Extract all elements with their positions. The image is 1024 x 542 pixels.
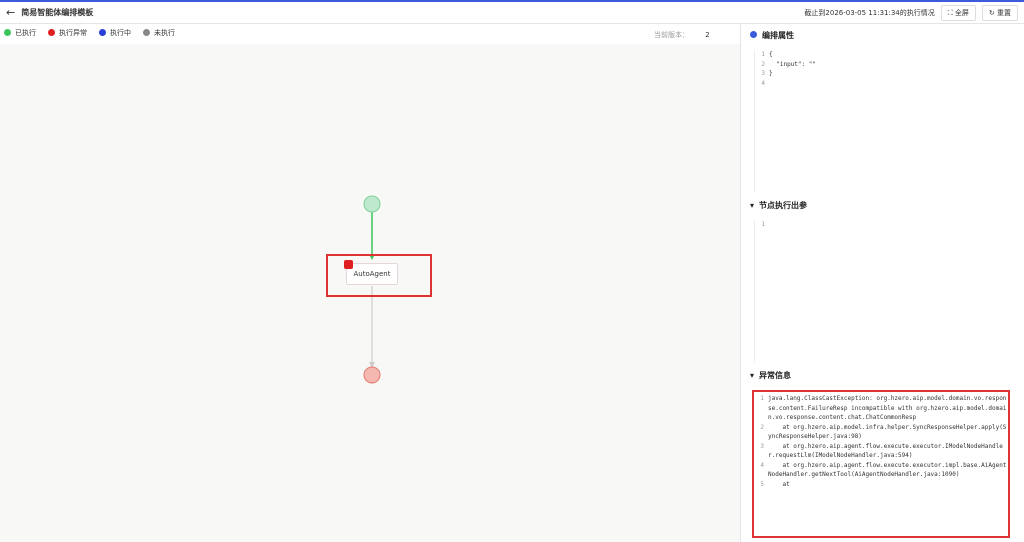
panel: ▾ 节点执行出参 1 — [742, 198, 1024, 368]
panel-title: ▾ 异常信息 — [742, 368, 1024, 384]
panel-title-text: 编排属性 — [762, 31, 794, 40]
node-label: AutoAgent — [353, 270, 391, 278]
panel-title-text: 节点执行出参 — [759, 201, 808, 210]
legend-dot — [143, 29, 150, 36]
panel-icon: ▾ — [750, 201, 755, 210]
error-badge — [344, 260, 353, 269]
line-text — [769, 220, 1024, 230]
fullscreen-button[interactable]: ⛶ 全屏 — [940, 4, 976, 21]
legend-label: 已执行 — [15, 29, 36, 37]
agent-node[interactable]: AutoAgent — [344, 260, 398, 285]
code-editor: 1 — [754, 220, 1024, 362]
code-editor: 1{2 "input": "" 3} 4 — [754, 50, 1024, 192]
line-number: 5 — [760, 480, 764, 488]
reset-label: 重置 — [997, 8, 1011, 17]
panel-icon: ▾ — [750, 371, 755, 380]
legend-item: 执行异常 — [48, 28, 87, 38]
line-number: 1 — [760, 395, 764, 402]
code-line: 2 "input": "" — [755, 60, 1024, 70]
panel-title: ▾ 节点执行出参 — [742, 198, 1024, 214]
panel: ▾ 异常信息 1 java.lang.ClassCastException: org.… — [742, 368, 1024, 542]
flow-edges — [326, 195, 432, 384]
line-text: at org.hzero.aip.agent.flow.execute.exec… — [768, 461, 1007, 479]
line-number: 2 — [760, 423, 764, 431]
line-text — [769, 79, 1024, 89]
panel-icon — [750, 31, 757, 38]
legend-item: 执行中 — [99, 28, 131, 38]
code-line: 1 java.lang.ClassCastException: org.hzero… — [754, 394, 1008, 423]
line-text: java.lang.ClassCastException: org.hzero.… — [768, 395, 1007, 421]
line-text: "input": "" — [769, 60, 816, 68]
legend-label: 执行异常 — [59, 29, 87, 37]
version-label: 当前版本： — [654, 31, 689, 39]
line-number: 1 — [761, 51, 765, 58]
code-line: 5 at — [754, 480, 1008, 490]
code-line: 2 at org.hzero.aip.model.infra.helper.Sy… — [754, 423, 1008, 442]
code-editor: 1 java.lang.ClassCastException: org.hzero… — [752, 390, 1010, 538]
code-line: 3 at org.hzero.aip.agent.flow.execute.ex… — [754, 442, 1008, 461]
divider — [740, 24, 741, 542]
panel: 编排属性 1{2 "input": "" 3} 4 — [742, 28, 1024, 198]
reset-button[interactable]: ↻ 重置 — [981, 4, 1018, 21]
line-text: at — [768, 480, 790, 488]
status-text: 截止到2026-03-05 11:31:34的执行情况 — [804, 8, 935, 17]
version: 当前版本： 2 — [654, 30, 710, 40]
legend-label: 执行中 — [110, 29, 131, 37]
line-text: at org.hzero.aip.agent.flow.execute.exec… — [768, 442, 1003, 460]
line-number: 3 — [761, 70, 765, 77]
line-number: 1 — [761, 221, 765, 228]
line-number: 4 — [761, 79, 765, 87]
legend-item: 未执行 — [143, 28, 175, 38]
legend-item: 已执行 — [4, 28, 36, 38]
panel-title-text: 异常信息 — [759, 371, 792, 380]
line-text: at org.hzero.aip.model.infra.helper.Sync… — [768, 423, 1007, 441]
code-line: 1 — [755, 220, 1024, 230]
line-number: 4 — [760, 461, 764, 469]
flow-canvas: AutoAgent — [0, 44, 740, 542]
code-line: 4 at org.hzero.aip.agent.flow.execute.ex… — [754, 461, 1008, 480]
panel-title: 编排属性 — [742, 28, 1024, 44]
highlight-box — [326, 254, 432, 297]
line-text: } — [769, 70, 773, 77]
start-node[interactable] — [363, 195, 381, 213]
back-button[interactable]: ← — [6, 6, 16, 19]
legend: 已执行 执行异常 执行中 未执行 — [4, 28, 175, 38]
line-number: 3 — [760, 442, 764, 450]
end-node[interactable] — [363, 366, 381, 384]
code-line: 1{ — [755, 50, 1024, 60]
legend-dot — [48, 29, 55, 36]
line-number: 2 — [761, 60, 765, 68]
line-text: { — [769, 51, 773, 58]
fullscreen-label: 全屏 — [954, 8, 969, 17]
legend-dot — [99, 29, 106, 36]
legend-dot — [4, 29, 11, 36]
code-line: 3} — [755, 69, 1024, 79]
header: ← 简易智能体编排模板 截止到2026-03-05 11:31:34的执行情况 … — [0, 0, 1024, 24]
page-title: 简易智能体编排模板 — [21, 8, 94, 17]
arrow — [369, 362, 375, 368]
code-line: 4 — [755, 79, 1024, 89]
legend-label: 未执行 — [154, 29, 175, 37]
version-value: 2 — [705, 31, 710, 39]
